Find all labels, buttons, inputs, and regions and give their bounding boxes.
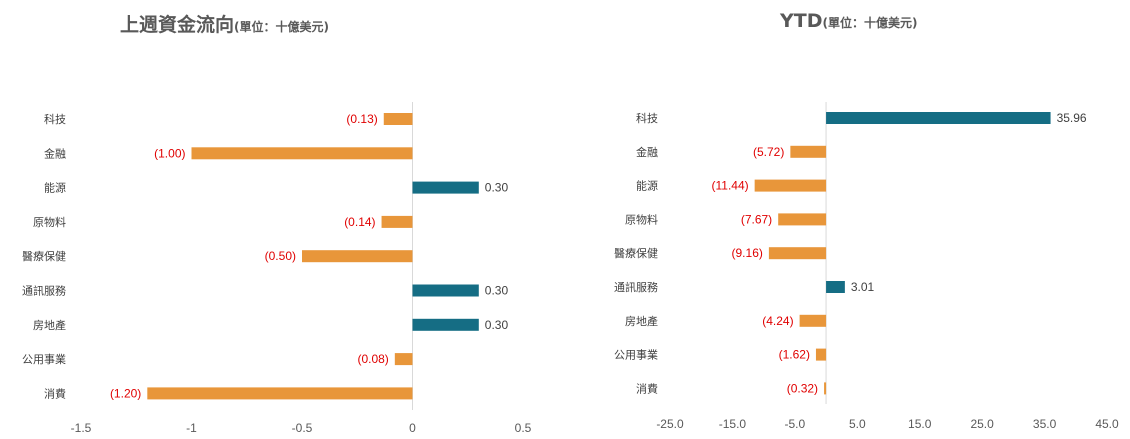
category-label: 科技 xyxy=(44,112,66,126)
x-tick-label: -25.0 xyxy=(656,417,684,431)
data-label: (0.14) xyxy=(344,215,375,229)
data-label: (1.62) xyxy=(779,348,810,362)
data-label: (11.44) xyxy=(712,179,749,193)
bar xyxy=(191,147,413,160)
category-label: 通訊服務 xyxy=(614,280,658,294)
data-label: (1.20) xyxy=(110,386,141,400)
bar xyxy=(754,179,827,192)
x-tick-label: 25.0 xyxy=(970,417,994,431)
bar xyxy=(768,247,827,260)
ytd-flow-chart: 科技 35.96 金融 (5.72) 能源 (11.44) 原物料 (7.67) 醫療保健 (9.… xyxy=(614,102,1119,431)
data-label: (7.67) xyxy=(741,212,772,226)
bar xyxy=(412,181,479,194)
category-label: 房地產 xyxy=(625,314,658,328)
chart-title-main: YTD xyxy=(780,10,823,32)
data-label: 0.30 xyxy=(485,318,509,332)
category-label: 通訊服務 xyxy=(22,284,66,298)
bar xyxy=(799,314,827,327)
bar xyxy=(824,382,827,395)
data-label: 3.01 xyxy=(851,280,875,294)
chart-title-ytd: YTD(單位：十億美元) xyxy=(780,10,917,32)
category-label: 原物料 xyxy=(33,215,66,229)
bar xyxy=(147,387,413,400)
category-label: 消費 xyxy=(636,381,658,395)
weekly-flow-chart: 科技 (0.13) 金融 (1.00) 能源 0.30 原物料 (0.14) 醫療保健 (0.50… xyxy=(22,102,532,435)
x-tick-label: -1 xyxy=(186,421,197,435)
data-label: 35.96 xyxy=(1057,111,1087,125)
category-label: 能源 xyxy=(636,179,658,193)
bar xyxy=(815,348,827,361)
category-label: 科技 xyxy=(636,111,658,125)
x-tick-label: -0.5 xyxy=(292,421,313,435)
x-tick-label: 15.0 xyxy=(908,417,932,431)
chart-title-main: 上週資金流向 xyxy=(120,14,235,36)
data-label: (4.24) xyxy=(762,314,793,328)
bar xyxy=(826,281,845,293)
x-tick-label: -15.0 xyxy=(719,417,747,431)
data-label: 0.30 xyxy=(485,284,509,298)
data-label: (5.72) xyxy=(753,145,784,159)
bar xyxy=(383,113,413,125)
chart-title-weekly: 上週資金流向(單位：十億美元) xyxy=(120,10,329,37)
category-label: 金融 xyxy=(44,146,66,160)
category-label: 原物料 xyxy=(625,212,658,226)
x-tick-label: 35.0 xyxy=(1033,417,1057,431)
bar xyxy=(412,318,479,331)
data-label: (0.08) xyxy=(357,352,388,366)
bar xyxy=(412,284,479,297)
data-label: (0.13) xyxy=(346,112,377,126)
data-label: 0.30 xyxy=(485,181,509,195)
category-label: 醫療保健 xyxy=(614,246,658,260)
x-tick-label: 0 xyxy=(409,421,416,435)
category-label: 能源 xyxy=(44,181,66,195)
category-label: 房地產 xyxy=(33,318,66,332)
chart-title-unit: (單位：十億美元) xyxy=(822,16,918,30)
x-tick-label: 0.5 xyxy=(515,421,532,435)
category-label: 公用事業 xyxy=(614,349,658,362)
bar xyxy=(394,353,413,366)
x-tick-label: -1.5 xyxy=(71,421,92,435)
x-tick-label: 45.0 xyxy=(1095,417,1119,431)
bar xyxy=(826,112,1051,124)
category-label: 公用事業 xyxy=(22,353,66,366)
bar xyxy=(778,213,827,226)
x-tick-label: -5.0 xyxy=(785,417,806,431)
category-label: 消費 xyxy=(44,386,66,400)
data-label: (0.50) xyxy=(265,249,296,263)
x-tick-label: 5.0 xyxy=(849,417,866,431)
category-label: 醫療保健 xyxy=(22,249,66,263)
bar xyxy=(302,250,413,263)
data-label: (9.16) xyxy=(732,246,763,260)
data-label: (1.00) xyxy=(154,146,185,160)
bar xyxy=(381,215,413,228)
data-label: (0.32) xyxy=(787,381,818,395)
bar xyxy=(790,145,827,158)
category-label: 金融 xyxy=(636,145,658,159)
chart-title-unit: (單位：十億美元) xyxy=(234,20,329,34)
